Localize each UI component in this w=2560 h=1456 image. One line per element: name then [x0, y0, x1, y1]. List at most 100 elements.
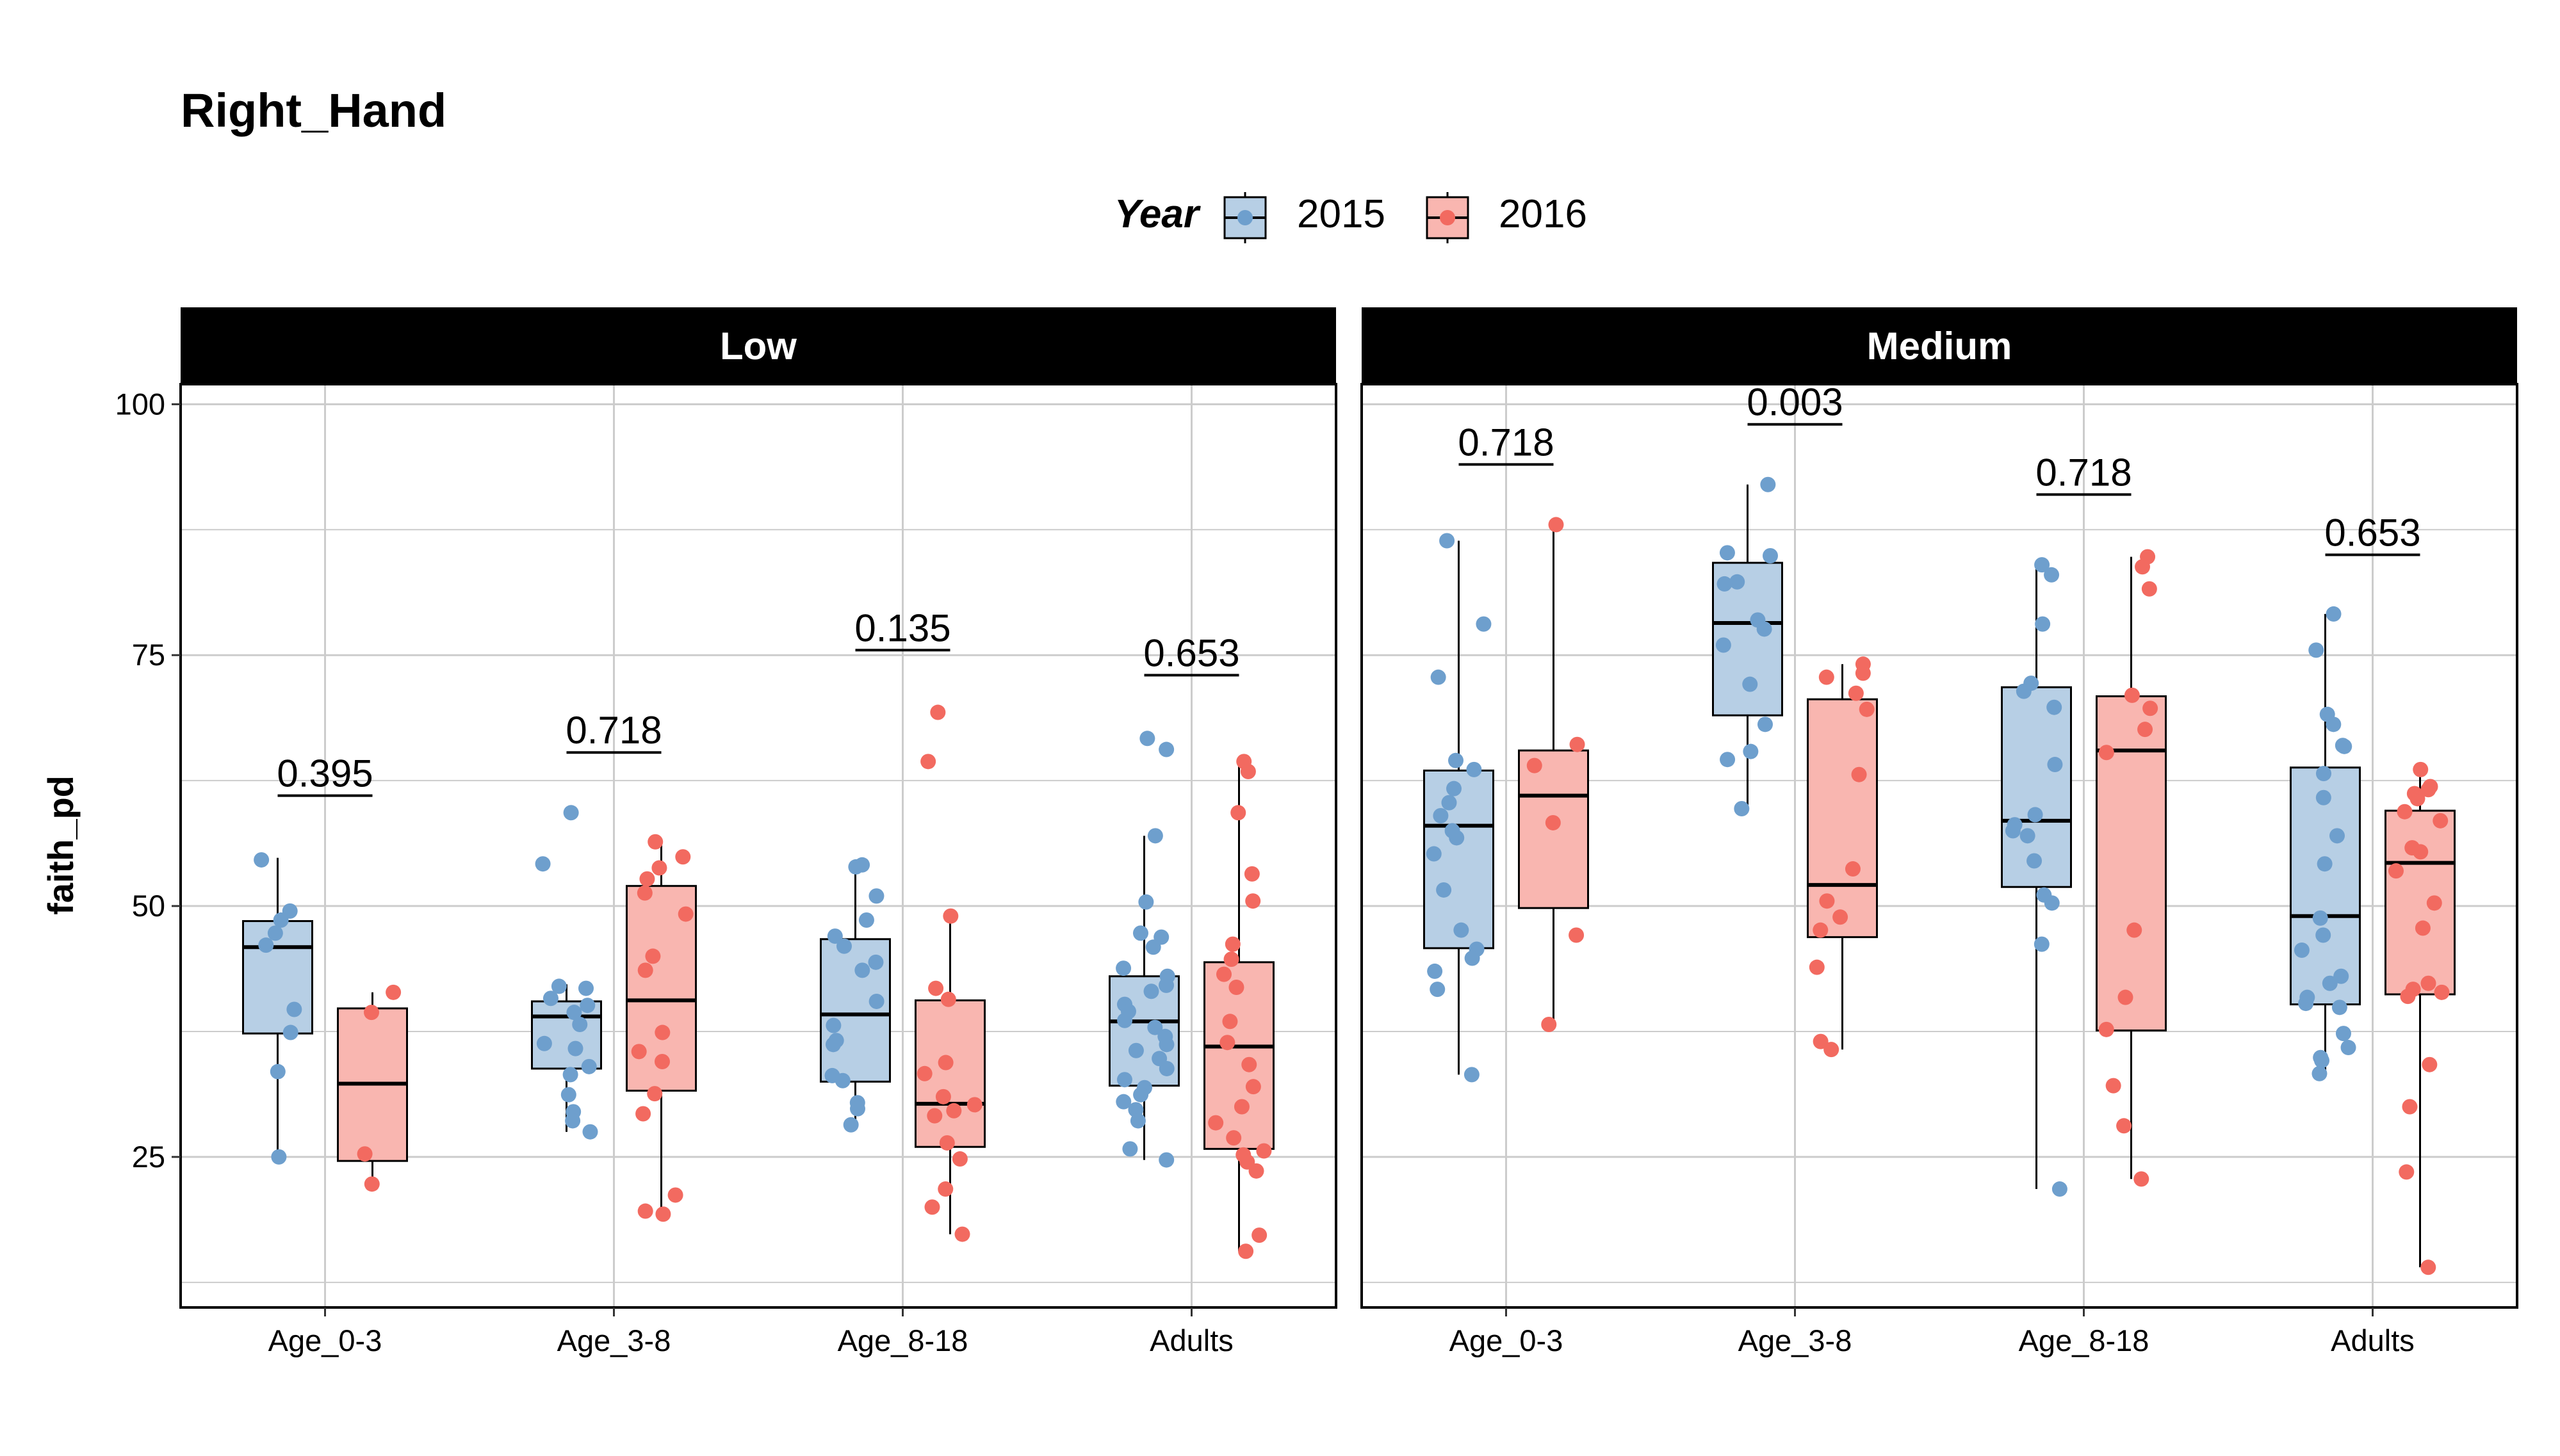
- data-point: [1244, 866, 1260, 882]
- data-point: [826, 1017, 842, 1033]
- x-tick-label: Adults: [2331, 1323, 2415, 1357]
- data-point: [1433, 807, 1449, 823]
- data-point: [1145, 939, 1161, 955]
- data-point: [647, 1086, 663, 1102]
- data-point: [1715, 637, 1731, 653]
- group-Adults: 0.653: [1109, 632, 1275, 1259]
- data-point: [1466, 761, 1482, 777]
- pvalue-label: 0.718: [1458, 421, 1554, 464]
- data-point: [566, 1005, 582, 1021]
- data-point: [364, 1176, 380, 1192]
- points: [254, 852, 302, 1165]
- data-point: [1223, 951, 1239, 967]
- data-point: [258, 937, 274, 953]
- points: [1426, 533, 1492, 1083]
- box-iqr: [1807, 698, 1878, 939]
- box-2015: [242, 852, 313, 1165]
- data-point: [2413, 844, 2429, 860]
- data-point: [2098, 745, 2114, 761]
- legend-entry-2015: 2015: [1223, 192, 1385, 243]
- data-point: [1130, 1113, 1146, 1129]
- data-point: [1248, 1163, 1264, 1179]
- data-point: [2311, 1065, 2328, 1081]
- data-point: [1147, 1019, 1163, 1035]
- data-point: [2326, 606, 2342, 622]
- data-point: [1128, 1042, 1144, 1058]
- data-point: [2415, 920, 2431, 936]
- data-point: [1219, 1035, 1235, 1051]
- data-point: [1851, 766, 1867, 782]
- data-point: [1548, 517, 1564, 533]
- data-point: [1813, 922, 1829, 938]
- group-Age_0-3: 0.718: [1423, 421, 1589, 1083]
- points: [824, 857, 885, 1133]
- data-point: [2340, 1040, 2356, 1056]
- points: [2005, 557, 2067, 1197]
- group-Age_8-18: 0.718: [2001, 451, 2167, 1197]
- x-tick-label: Age_8-18: [2019, 1323, 2149, 1357]
- data-point: [2133, 1171, 2149, 1187]
- data-point: [868, 888, 885, 904]
- data-point: [2333, 968, 2349, 984]
- box-2016: [1518, 517, 1589, 1032]
- data-point: [2116, 1118, 2132, 1134]
- pvalue-label: 0.135: [854, 606, 950, 649]
- data-point: [1757, 716, 1773, 732]
- data-point: [1832, 909, 1848, 925]
- data-point: [1453, 922, 1469, 938]
- data-point: [1729, 574, 1745, 590]
- data-point: [286, 1001, 302, 1017]
- data-point: [580, 998, 596, 1014]
- data-point: [2422, 1056, 2438, 1072]
- data-point: [1569, 736, 1585, 752]
- data-point: [2026, 853, 2042, 869]
- data-point: [854, 962, 870, 978]
- gridlines: [181, 384, 1336, 1307]
- data-point: [578, 980, 594, 996]
- data-point: [551, 978, 567, 994]
- data-point: [2308, 642, 2324, 658]
- data-point: [827, 928, 843, 944]
- data-point: [1720, 752, 1736, 768]
- data-point: [1464, 950, 1480, 966]
- data-point: [2433, 813, 2449, 829]
- data-point: [273, 912, 289, 928]
- data-point: [2388, 863, 2404, 879]
- data-point: [1116, 1094, 1132, 1110]
- data-point: [637, 1203, 653, 1219]
- points: [1809, 656, 1875, 1058]
- data-point: [1159, 1060, 1175, 1076]
- data-point: [1159, 977, 1175, 993]
- data-point: [567, 1040, 583, 1056]
- data-point: [1133, 1087, 1149, 1103]
- x-axis-ticks: Age_0-3 Age_3-8 Age_8-18 Adults: [1449, 1307, 2415, 1357]
- data-point: [868, 954, 884, 970]
- data-point: [2098, 1021, 2114, 1037]
- box-2015: [1423, 533, 1494, 1083]
- data-point: [2044, 567, 2060, 583]
- box-2016: [1203, 754, 1275, 1259]
- data-point: [631, 1044, 647, 1060]
- data-point: [1116, 1072, 1132, 1088]
- data-point: [1763, 548, 1779, 564]
- legend-key-point: [1237, 210, 1253, 225]
- data-point: [858, 912, 874, 928]
- box-2016: [2385, 761, 2456, 1275]
- data-point: [254, 852, 270, 868]
- data-point: [655, 1024, 671, 1040]
- data-point: [1138, 894, 1154, 910]
- data-point: [572, 1016, 588, 1032]
- data-point: [1256, 1143, 1272, 1159]
- x-tick-label: Age_3-8: [557, 1323, 671, 1357]
- data-point: [2051, 1181, 2067, 1197]
- data-point: [1813, 1033, 1829, 1049]
- data-point: [1159, 1152, 1175, 1168]
- points: [631, 834, 694, 1222]
- data-point: [267, 925, 283, 941]
- data-point: [928, 980, 944, 996]
- data-point: [2397, 804, 2413, 820]
- data-point: [1719, 545, 1735, 561]
- data-point: [1159, 741, 1175, 757]
- data-point: [940, 991, 956, 1007]
